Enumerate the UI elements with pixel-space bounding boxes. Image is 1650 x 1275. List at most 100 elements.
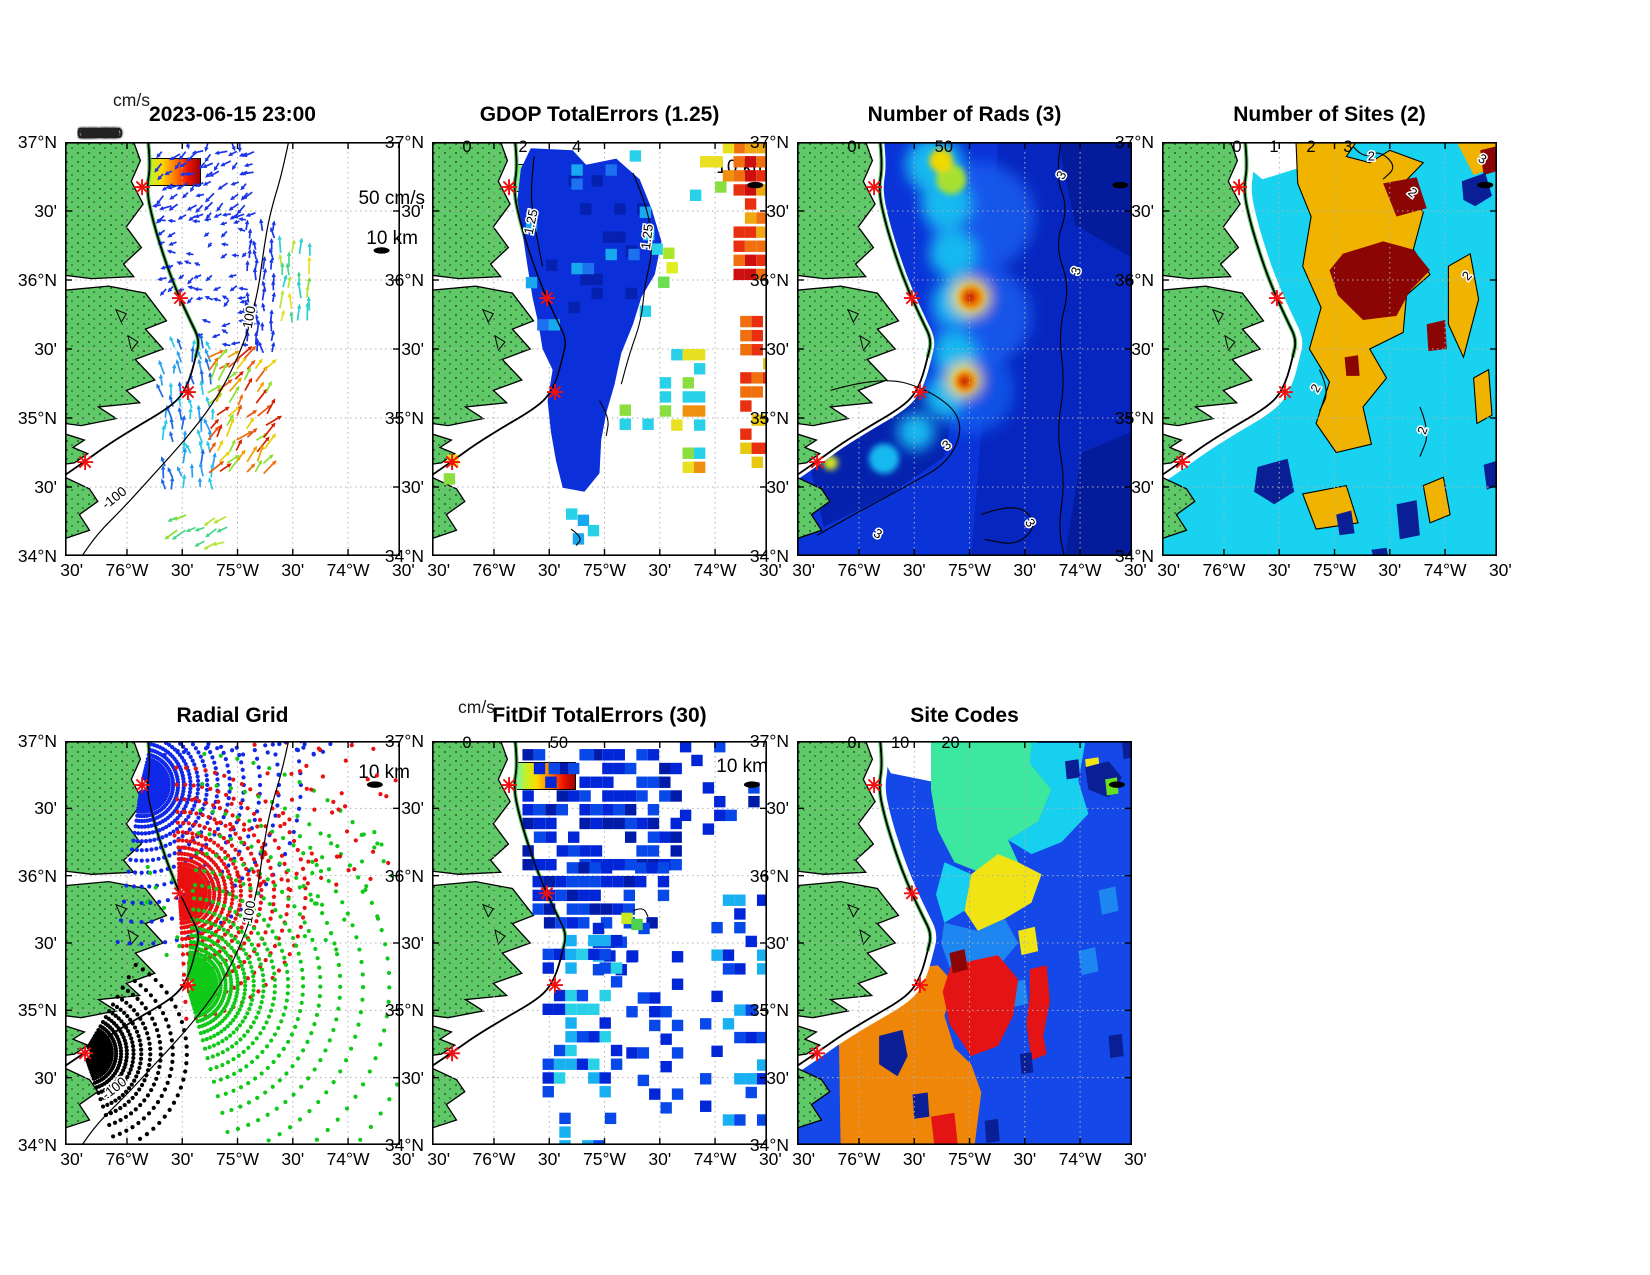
- x-axis-label-0-0: 30': [60, 560, 84, 580]
- y-axis-label-3-6: 34°N: [1114, 546, 1154, 566]
- y-axis-label-4-5: 30': [34, 1067, 57, 1088]
- colorbar-tick-1-1: 2: [518, 138, 528, 156]
- colorbar-tick-3-0: 0: [1232, 138, 1242, 156]
- x-axis-label-1-0: 30': [427, 560, 451, 580]
- y-axis-label-1-5: 30': [401, 476, 424, 497]
- x-axis-label-0-4: 30': [281, 560, 305, 580]
- colorbar-ticks-garbled: 0 5 10 15 20 25 30 35 40 45 50 55 60 65 …: [77, 125, 123, 142]
- colorbar-tick-6-2: 20: [941, 734, 960, 752]
- y-axis-label-4-6: 34°N: [17, 1135, 57, 1155]
- land-layer: [432, 741, 568, 1129]
- radar-site-markers: [77, 777, 196, 1062]
- colorbar-tick-3-2: 2: [1306, 138, 1316, 156]
- x-axis-label-1-3: 75°W: [583, 560, 626, 580]
- y-axis-label-3-1: 30': [1131, 201, 1154, 221]
- y-axis-label-0-5: 30': [34, 476, 57, 497]
- km-scale-bar: [1477, 181, 1494, 189]
- y-axis-label-2-3: 30': [766, 339, 789, 359]
- coastline: [65, 741, 199, 1067]
- x-axis-label-6-4: 30': [1013, 1149, 1037, 1169]
- radar-site-markers: [1174, 179, 1293, 471]
- coastline: [432, 142, 566, 476]
- y-axis-label-0-0: 37°N: [17, 132, 57, 152]
- y-axis-label-1-2: 36°N: [384, 269, 424, 290]
- y-axis-label-0-1: 30': [34, 201, 57, 221]
- x-axis-label-1-5: 74°W: [693, 560, 737, 580]
- y-axis-label-2-1: 30': [766, 201, 789, 221]
- x-axis-label-1-6: 30': [758, 560, 782, 580]
- contour-layer: 1.25 1.25: [519, 156, 657, 546]
- x-axis-label-6-1: 76°W: [837, 1149, 881, 1169]
- svg-text:2: 2: [1368, 149, 1375, 164]
- grid-layer: [797, 741, 1132, 1145]
- land-layer: [65, 741, 201, 1129]
- y-axis-label-4-2: 36°N: [17, 865, 57, 886]
- colorbar-tick-2-0: 0: [847, 138, 857, 156]
- map-currents: 100 -100: [65, 142, 400, 556]
- colorbar-unit-label-fitdif: cm/s: [458, 697, 495, 717]
- x-axis-label-5-5: 74°W: [693, 1149, 737, 1169]
- svg-text:1.25: 1.25: [521, 208, 541, 236]
- y-axis-label-6-2: 36°N: [749, 865, 789, 886]
- y-axis-label-2-2: 36°N: [749, 269, 789, 290]
- colorbar-tick-1-0: 0: [462, 138, 472, 156]
- y-axis-label-4-0: 37°N: [17, 731, 57, 751]
- x-axis-label-6-3: 75°W: [948, 1149, 991, 1169]
- x-axis-label-0-1: 76°W: [105, 560, 149, 580]
- y-axis-label-5-1: 30': [401, 798, 424, 819]
- land-layer: [797, 741, 933, 1129]
- panel-title-gdop: GDOP TotalErrors (1.25): [479, 103, 720, 126]
- x-axis-label-4-1: 76°W: [105, 1149, 149, 1169]
- coastline: [797, 142, 931, 476]
- colorbar-tick-3-1: 1: [1269, 138, 1279, 156]
- panel-title-sites: Number of Sites (2): [1233, 103, 1426, 126]
- x-axis-label-3-3: 75°W: [1313, 560, 1356, 580]
- coastline: [1162, 142, 1296, 476]
- x-axis-label-4-3: 75°W: [216, 1149, 259, 1169]
- panel-title-currents: 2023-06-15 23:00: [149, 103, 316, 126]
- radar-site-markers: [77, 179, 196, 471]
- x-axis-label-4-4: 30': [281, 1149, 305, 1169]
- map-site-codes: [797, 741, 1132, 1145]
- km-scale-bar: [373, 247, 390, 254]
- field-over-layer: [151, 142, 312, 550]
- radar-site-markers: [444, 179, 563, 471]
- grid-layer: [1162, 142, 1497, 556]
- panel-title-site-codes: Site Codes: [910, 704, 1019, 727]
- y-axis-label-1-1: 30': [401, 201, 424, 221]
- x-axis-label-2-0: 30': [792, 560, 816, 580]
- y-axis-label-5-2: 36°N: [384, 865, 424, 886]
- x-axis-label-3-5: 74°W: [1423, 560, 1467, 580]
- radar-site-markers: [444, 777, 563, 1062]
- x-axis-label-3-6: 30': [1488, 560, 1512, 580]
- y-axis-label-6-0: 37°N: [749, 731, 789, 751]
- field-over-layer: [443, 142, 767, 545]
- svg-text:-100: -100: [99, 484, 130, 512]
- map-radial-grid: 100-100: [65, 741, 400, 1145]
- x-axis-label-5-0: 30': [427, 1149, 451, 1169]
- y-axis-label-5-5: 30': [401, 1067, 424, 1088]
- x-axis-label-1-2: 30': [537, 560, 561, 580]
- x-axis-label-5-4: 30': [648, 1149, 672, 1169]
- x-axis-label-2-2: 30': [902, 560, 926, 580]
- colorbar-tick-3-3: 3: [1343, 138, 1353, 156]
- km-scale-label-5: 10 km: [716, 756, 768, 777]
- radar-site-markers: [809, 179, 928, 471]
- grid-layer: [432, 142, 767, 556]
- y-axis-label-0-6: 34°N: [17, 546, 57, 566]
- y-axis-label-6-4: 35°N: [749, 1000, 789, 1021]
- x-axis-label-1-1: 76°W: [472, 560, 516, 580]
- svg-text:100: 100: [240, 900, 259, 925]
- x-axis-label-5-1: 76°W: [472, 1149, 516, 1169]
- y-axis-label-4-1: 30': [34, 798, 57, 819]
- y-axis-label-2-6: 34°N: [749, 546, 789, 566]
- y-axis-label-4-4: 35°N: [17, 1000, 57, 1021]
- map-fitdif: [432, 741, 767, 1145]
- svg-text:1.25: 1.25: [638, 223, 656, 250]
- y-axis-label-0-3: 30': [34, 339, 57, 359]
- km-scale-bar: [366, 781, 383, 788]
- colorbar-tick-1-2: 4: [572, 138, 582, 156]
- land-layer: [797, 142, 933, 540]
